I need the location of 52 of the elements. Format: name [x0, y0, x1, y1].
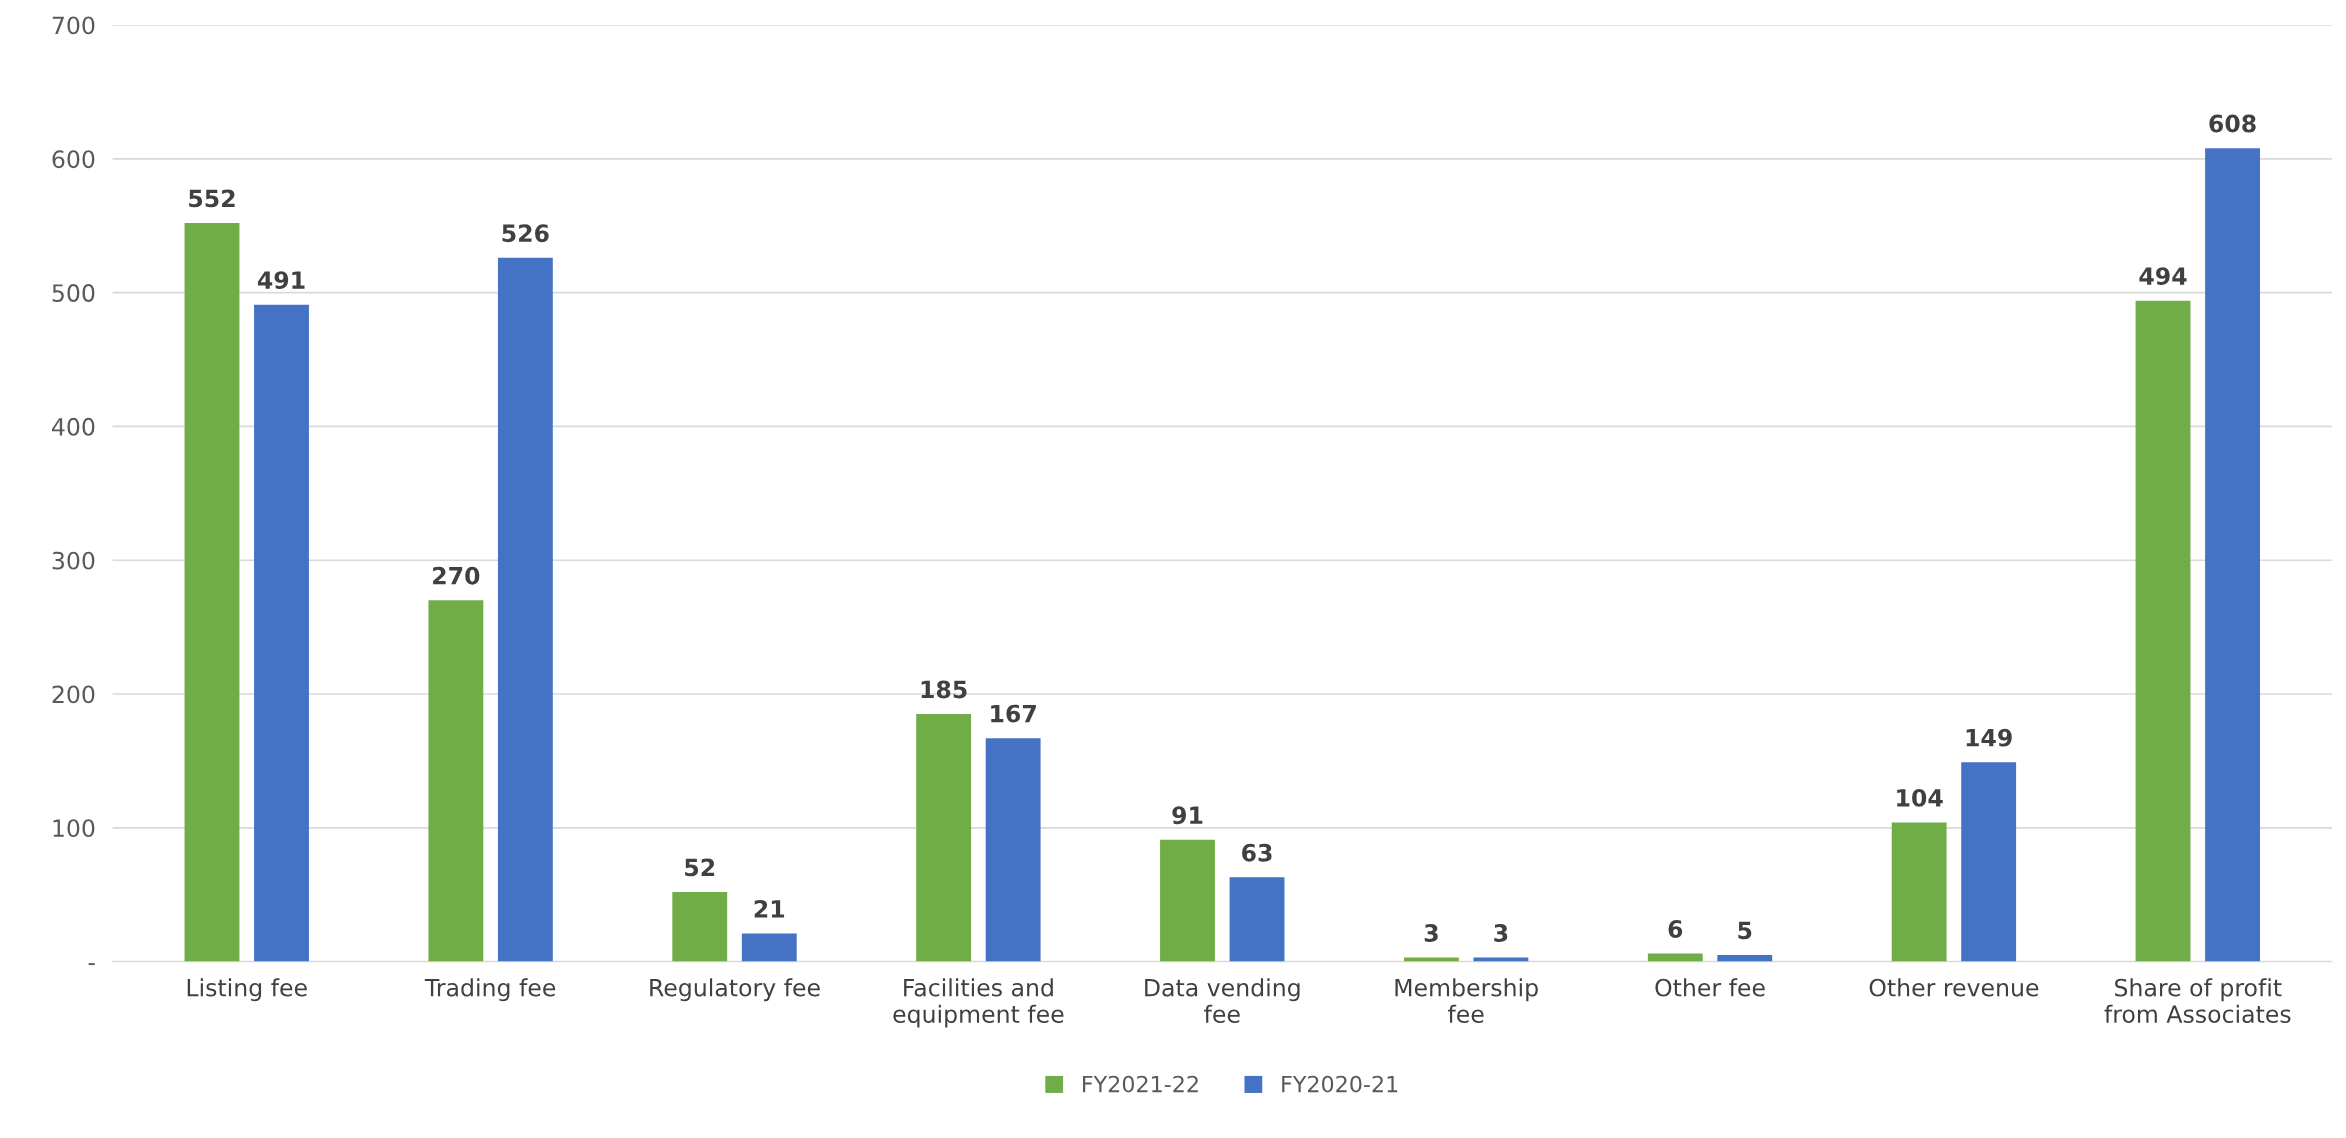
bar: [1891, 822, 1947, 962]
y-tick-label: 700: [52, 16, 95, 35]
data-label: 6: [1668, 920, 1683, 938]
y-tick-label: 500: [52, 284, 95, 302]
data-label: 491: [257, 271, 305, 289]
bar: [1961, 762, 2017, 962]
bar: [2205, 148, 2260, 962]
bar: [1160, 839, 1215, 962]
bar: [497, 257, 553, 962]
data-label: 21: [754, 899, 785, 918]
data-label: 526: [502, 224, 549, 243]
legend-label: FY2021-22: [1083, 1075, 1198, 1093]
data-label: 52: [685, 858, 715, 877]
x-tick-label: Listing fee: [187, 978, 307, 1002]
bar: [2135, 300, 2191, 962]
x-tick-label: Other revenue: [1869, 978, 2039, 997]
y-tick-label: -: [88, 963, 95, 966]
data-label: 185: [921, 680, 967, 699]
x-tick-label: Membership fee: [1395, 978, 1538, 1023]
bar: [1717, 954, 1773, 962]
bar: [254, 304, 309, 962]
data-label: 63: [1242, 843, 1272, 862]
data-label: 494: [2139, 267, 2187, 285]
data-label: 91: [1172, 806, 1203, 825]
x-tick-label: Share of profit from Associates: [2104, 978, 2291, 1023]
data-label: 3: [1494, 924, 1508, 942]
bar: [1229, 877, 1285, 962]
data-label: 270: [433, 566, 480, 585]
x-tick-label: Data vending fee: [1145, 978, 1300, 1023]
x-tick-label: Other fee: [1655, 978, 1765, 997]
y-tick-label: 200: [52, 685, 95, 704]
data-label: 608: [2209, 114, 2256, 133]
y-tick-label: 600: [52, 150, 95, 169]
data-label: 104: [1897, 788, 1943, 807]
bar: [184, 223, 240, 962]
data-label: 167: [991, 704, 1036, 723]
y-tick-label: 400: [52, 417, 95, 436]
data-label: 5: [1738, 921, 1752, 940]
legend-label: FY2020-21: [1282, 1075, 1398, 1093]
data-label: 3: [1424, 924, 1438, 942]
x-tick-label: Facilities and equipment fee: [893, 978, 1064, 1028]
x-tick-label: Regulatory fee: [650, 978, 820, 1002]
data-label: 552: [189, 189, 235, 208]
bar: [985, 738, 1041, 962]
bar: [741, 933, 797, 962]
bar: [672, 892, 728, 962]
y-tick-label: 300: [52, 551, 95, 570]
bar: [916, 714, 972, 962]
data-label: 149: [1966, 728, 2012, 747]
y-tick-label: 100: [53, 819, 95, 838]
x-tick-label: Trading fee: [424, 978, 556, 1002]
bar: [428, 600, 484, 962]
